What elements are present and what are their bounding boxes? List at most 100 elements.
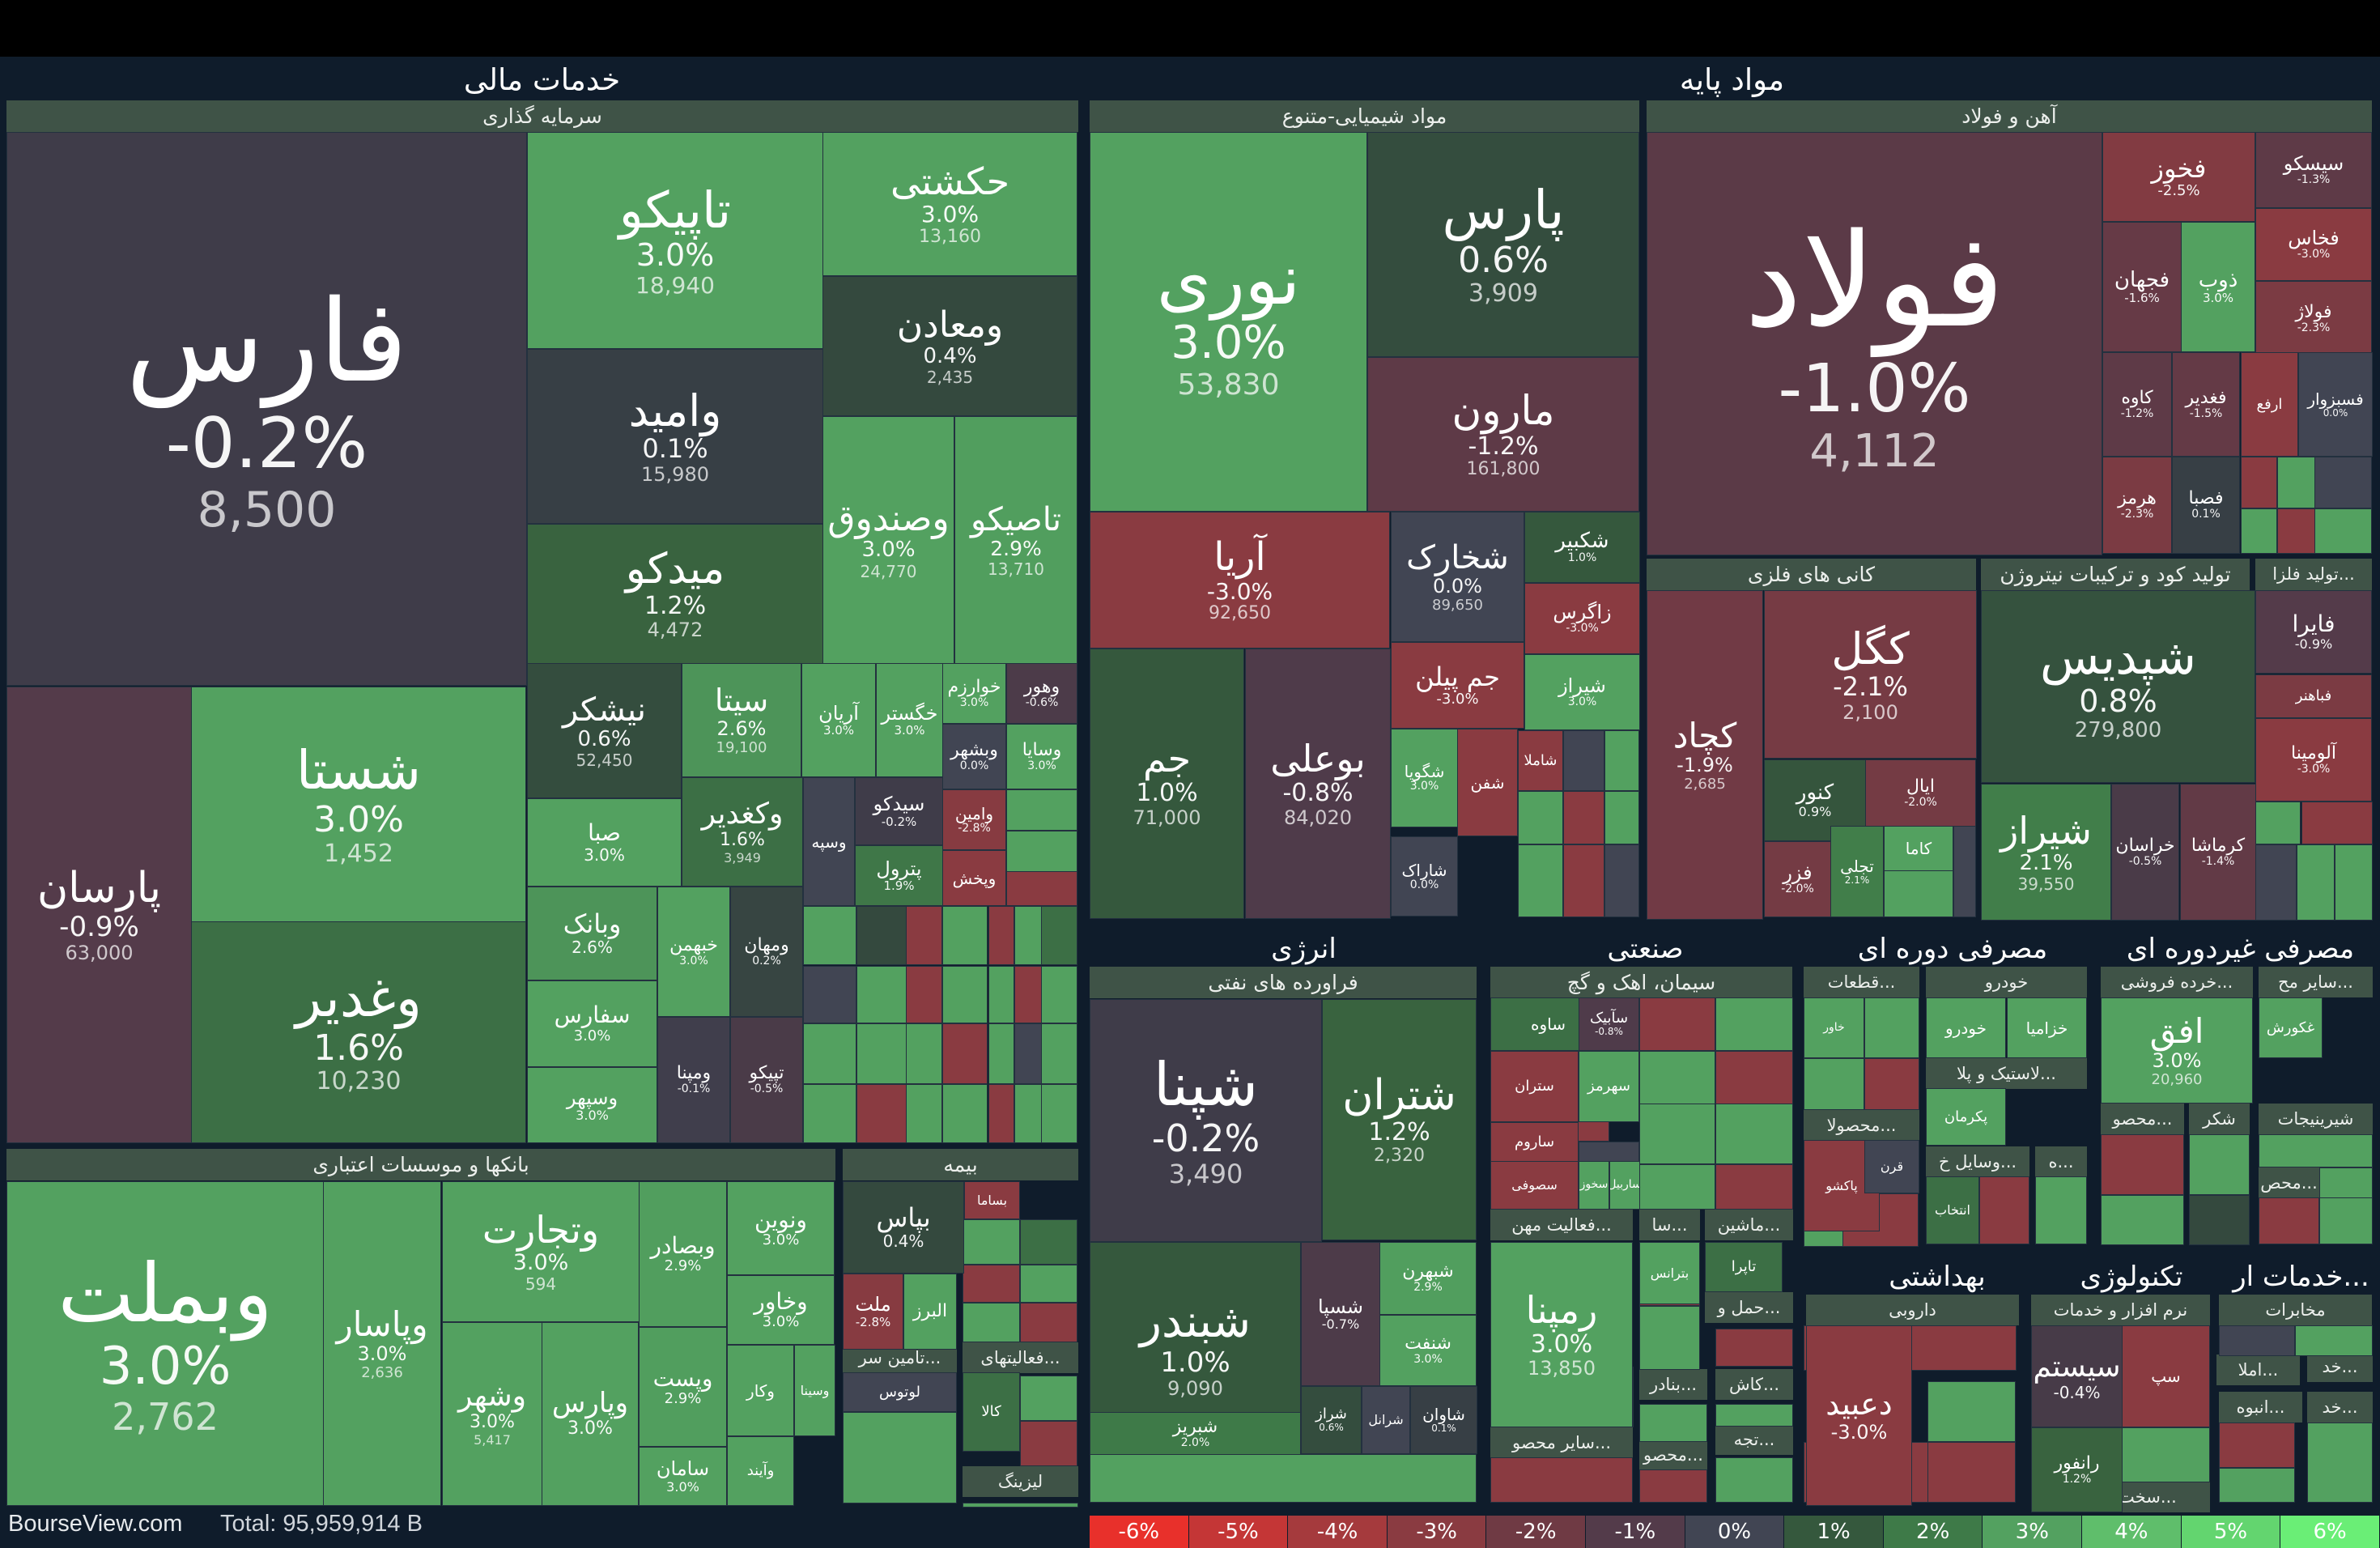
small-stock-tile[interactable]	[1041, 1084, 1077, 1143]
industry-header[interactable]: قطعات...	[1804, 967, 1919, 997]
industry-header[interactable]: ه...	[2035, 1146, 2087, 1177]
stock-tile[interactable]: میدکو 1.2% 4,472	[527, 524, 823, 664]
stock-tile[interactable]: کگل -2.1% 2,100	[1764, 590, 1977, 759]
industry-header[interactable]: شیرینیجات	[2259, 1104, 2373, 1134]
industry-header[interactable]: محص...	[2259, 1167, 2319, 1198]
stock-tile[interactable]: شاوان 0.1%	[1410, 1386, 1477, 1454]
industry-header[interactable]: بیمه	[843, 1149, 1078, 1180]
small-stock-tile[interactable]	[2219, 1325, 2295, 1356]
stock-tile[interactable]: ارفع	[2241, 352, 2298, 457]
small-stock-tile[interactable]	[1563, 791, 1604, 844]
small-stock-tile[interactable]	[1715, 1329, 1793, 1367]
stock-tile[interactable]: بساما	[964, 1181, 1020, 1219]
small-stock-tile[interactable]	[1604, 791, 1639, 844]
small-stock-tile[interactable]	[942, 966, 988, 1023]
small-stock-tile[interactable]	[1014, 1084, 1042, 1143]
small-stock-tile[interactable]	[988, 906, 1014, 965]
stock-tile[interactable]: فخاس -3.0%	[2255, 208, 2372, 281]
stock-tile[interactable]: زاگرس -3.0%	[1524, 583, 1640, 654]
stock-tile[interactable]: ومهان 0.2%	[730, 887, 803, 1017]
industry-header[interactable]: داروبی	[1806, 1295, 2019, 1325]
stock-tile[interactable]: نیشکر 0.6% 52,450	[527, 663, 682, 798]
small-stock-tile[interactable]	[1864, 997, 1919, 1058]
stock-tile[interactable]: فجهان -1.6%	[2102, 222, 2182, 352]
stock-tile[interactable]: بوعلی -0.8% 84,020	[1245, 649, 1391, 919]
industry-header[interactable]: محصولا...	[1804, 1110, 1919, 1141]
stock-tile[interactable]: تجلی 2.1%	[1830, 826, 1884, 917]
stock-tile[interactable]: سخوز	[1579, 1161, 1609, 1210]
small-stock-tile[interactable]	[856, 966, 907, 1023]
small-stock-tile[interactable]	[906, 966, 942, 1023]
small-stock-tile[interactable]	[803, 966, 856, 1023]
small-stock-tile[interactable]	[1979, 1176, 2029, 1244]
industry-header[interactable]: لاستیک و پلا...	[1926, 1058, 2087, 1089]
industry-header[interactable]: مواد شیمیایی-متنوع	[1090, 100, 1639, 132]
small-stock-tile[interactable]	[1715, 1051, 1793, 1104]
stock-tile[interactable]: شیراز 2.1% 39,550	[1981, 784, 2111, 921]
stock-tile[interactable]: فباهنر	[2255, 674, 2372, 718]
stock-tile[interactable]: سیسکو -1.3%	[2255, 132, 2372, 208]
stock-tile[interactable]: سپ	[2122, 1325, 2210, 1427]
stock-tile[interactable]: آریا -3.0% 92,650	[1090, 512, 1390, 649]
stock-tile[interactable]: آلومینا -3.0%	[2255, 718, 2372, 802]
stock-tile[interactable]: وپخش	[942, 850, 1006, 906]
stock-tile[interactable]: ملت -2.8%	[843, 1274, 903, 1350]
stock-tile[interactable]: تاپیکو 3.0% 18,940	[527, 132, 823, 349]
stock-tile[interactable]: خراسان -0.5%	[2111, 784, 2179, 921]
small-stock-tile[interactable]	[2122, 1427, 2210, 1482]
small-stock-tile[interactable]	[2255, 844, 2297, 921]
stock-tile[interactable]: وسپهر 3.0%	[527, 1067, 657, 1143]
small-stock-tile[interactable]	[1490, 1457, 1633, 1503]
small-stock-tile[interactable]	[1639, 1404, 1707, 1442]
small-stock-tile[interactable]	[906, 1023, 942, 1084]
stock-tile[interactable]: افق 3.0% 20,960	[2101, 997, 2253, 1104]
stock-tile[interactable]: شیراز 3.0%	[1524, 654, 1640, 730]
stock-tile[interactable]: ساربیل	[1609, 1161, 1640, 1210]
stock-tile[interactable]: غکورش	[2259, 997, 2323, 1058]
small-stock-tile[interactable]	[803, 1084, 856, 1143]
small-stock-tile[interactable]	[1804, 1058, 1864, 1110]
stock-tile[interactable]: پارسان -0.9% 63,000	[6, 687, 192, 1143]
stock-tile[interactable]: وپست 2.9%	[639, 1327, 727, 1447]
stock-tile[interactable]: خبهمن 3.0%	[657, 887, 730, 1017]
industry-header[interactable]: فراورده های نفتی	[1090, 967, 1477, 998]
stock-tile[interactable]: فارس -0.2% 8,500	[6, 132, 527, 686]
industry-header[interactable]: خد...	[2307, 1351, 2373, 1382]
small-stock-tile[interactable]	[2297, 844, 2335, 921]
small-stock-tile[interactable]	[942, 1084, 988, 1143]
small-stock-tile[interactable]	[2219, 1468, 2295, 1503]
small-stock-tile[interactable]	[963, 1219, 1020, 1265]
stock-tile[interactable]: نوری 3.0% 53,830	[1090, 132, 1367, 512]
small-stock-tile[interactable]	[1020, 1421, 1077, 1466]
small-stock-tile[interactable]	[2101, 1195, 2184, 1245]
industry-header[interactable]: آهن و فولاد	[1647, 100, 2372, 132]
industry-header[interactable]: کاش...	[1715, 1369, 1793, 1400]
small-stock-tile[interactable]	[963, 1303, 1020, 1342]
stock-tile[interactable]: ایال -2.0%	[1865, 759, 1976, 827]
small-stock-tile[interactable]	[1563, 730, 1604, 791]
small-stock-tile[interactable]	[843, 1412, 957, 1503]
stock-tile[interactable]: کرماشا -1.4%	[2180, 784, 2256, 921]
industry-header[interactable]: تولید فلزا...	[2255, 559, 2372, 590]
stock-tile[interactable]: شپدیس 0.8% 279,800	[1981, 590, 2255, 783]
small-stock-tile[interactable]	[1927, 1381, 2016, 1442]
stock-tile[interactable]: شکبیر 1.0%	[1524, 512, 1640, 583]
small-stock-tile[interactable]	[963, 1503, 1078, 1508]
small-stock-tile[interactable]	[2259, 1134, 2373, 1167]
stock-tile[interactable]: فخوز -2.5%	[2102, 132, 2255, 222]
small-stock-tile[interactable]	[2277, 457, 2315, 508]
small-stock-tile[interactable]	[1020, 1265, 1077, 1303]
stock-tile[interactable]: کاما	[1884, 826, 1953, 871]
stock-tile[interactable]: دعبید -3.0%	[1806, 1325, 1912, 1506]
industry-header[interactable]: خودرو	[1926, 967, 2087, 997]
brand-label[interactable]: BourseView.com	[8, 1511, 183, 1537]
stock-tile[interactable]: پترول 1.9%	[855, 845, 943, 906]
stock-tile[interactable]: شاملا	[1518, 730, 1563, 791]
small-stock-tile[interactable]	[1518, 844, 1563, 917]
stock-tile[interactable]: شراز 0.6%	[1301, 1386, 1362, 1454]
industry-header[interactable]: خد...	[2307, 1392, 2373, 1423]
stock-tile[interactable]: صبا 3.0%	[527, 798, 682, 887]
small-stock-tile[interactable]	[1639, 997, 1715, 1051]
small-stock-tile[interactable]	[1041, 1023, 1077, 1084]
stock-tile[interactable]: حکشتی 3.0% 13,160	[822, 132, 1077, 276]
